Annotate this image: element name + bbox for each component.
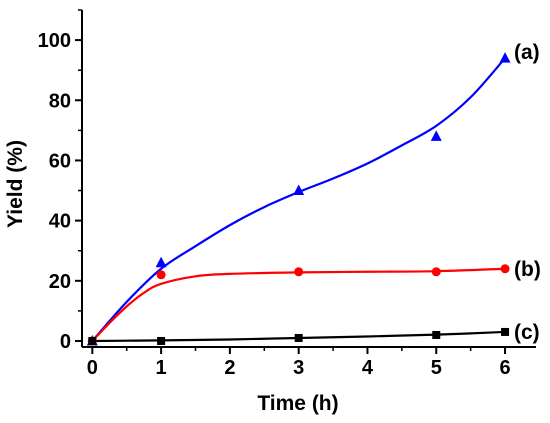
- y-tick-label: 80: [49, 90, 71, 112]
- x-tick-label: 2: [224, 357, 235, 379]
- x-tick-label: 0: [87, 357, 98, 379]
- y-axis-title: Yield (%): [4, 140, 27, 228]
- series-b-point-3: [431, 267, 441, 277]
- y-tick-label: 100: [38, 30, 71, 52]
- fit-curves: [91, 57, 506, 343]
- series-b-point-2: [294, 267, 304, 277]
- x-tick-label: 5: [431, 357, 442, 379]
- series-a-point-4: [499, 52, 511, 63]
- x-tick-label: 6: [499, 357, 510, 379]
- x-tick-label: 3: [293, 357, 304, 379]
- series-a-label: (a): [514, 41, 540, 64]
- series-a-point-3: [430, 130, 442, 141]
- series-b-fit-line: [91, 267, 506, 342]
- series-a-fit-line: [91, 57, 506, 342]
- series-c-point-4: [501, 327, 510, 336]
- x-tick-label: 1: [156, 357, 167, 379]
- series-c-label: (c): [514, 321, 540, 344]
- x-tick-label: 4: [362, 357, 374, 379]
- data-markers: [86, 52, 511, 346]
- series-a-point-1: [155, 256, 167, 268]
- series-b-point-1: [156, 270, 166, 280]
- series-c-point-2: [294, 333, 303, 342]
- axes: [75, 9, 536, 354]
- series-a-point-2: [293, 184, 305, 196]
- series-c-point-3: [432, 330, 441, 339]
- y-tick-label: 40: [49, 211, 71, 233]
- series-b-point-4: [500, 264, 510, 274]
- series-c-point-1: [157, 336, 166, 345]
- x-axis-title: Time (h): [257, 392, 338, 415]
- y-tick-label: 20: [49, 271, 71, 293]
- y-tick-label: 0: [60, 331, 71, 353]
- series-c-point-0: [88, 336, 97, 345]
- y-tick-label: 60: [49, 150, 71, 172]
- series-b-label: (b): [514, 258, 541, 281]
- series-labels: (a) (b) (c): [514, 41, 541, 344]
